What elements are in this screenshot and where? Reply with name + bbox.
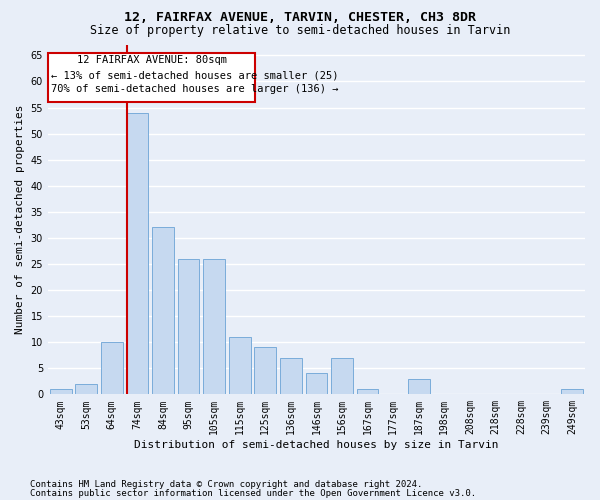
Text: Contains public sector information licensed under the Open Government Licence v3: Contains public sector information licen…: [30, 489, 476, 498]
Text: Contains HM Land Registry data © Crown copyright and database right 2024.: Contains HM Land Registry data © Crown c…: [30, 480, 422, 489]
Bar: [357, 389, 379, 394]
X-axis label: Distribution of semi-detached houses by size in Tarvin: Distribution of semi-detached houses by …: [134, 440, 499, 450]
Text: Size of property relative to semi-detached houses in Tarvin: Size of property relative to semi-detach…: [90, 24, 510, 37]
Text: 70% of semi-detached houses are larger (136) →: 70% of semi-detached houses are larger (…: [51, 84, 338, 94]
Bar: [229, 337, 251, 394]
Bar: [408, 378, 430, 394]
Bar: [127, 113, 148, 394]
Bar: [50, 389, 71, 394]
Text: 12 FAIRFAX AVENUE: 80sqm: 12 FAIRFAX AVENUE: 80sqm: [77, 56, 227, 66]
Text: ← 13% of semi-detached houses are smaller (25): ← 13% of semi-detached houses are smalle…: [51, 70, 338, 80]
Bar: [280, 358, 302, 395]
Bar: [101, 342, 123, 394]
Bar: [562, 389, 583, 394]
Y-axis label: Number of semi-detached properties: Number of semi-detached properties: [15, 105, 25, 334]
Bar: [331, 358, 353, 395]
Text: 12, FAIRFAX AVENUE, TARVIN, CHESTER, CH3 8DR: 12, FAIRFAX AVENUE, TARVIN, CHESTER, CH3…: [124, 11, 476, 24]
Bar: [152, 228, 174, 394]
Bar: [49, 53, 255, 102]
Bar: [178, 259, 199, 394]
Bar: [305, 374, 328, 394]
Bar: [203, 259, 225, 394]
Bar: [254, 348, 276, 395]
Bar: [76, 384, 97, 394]
